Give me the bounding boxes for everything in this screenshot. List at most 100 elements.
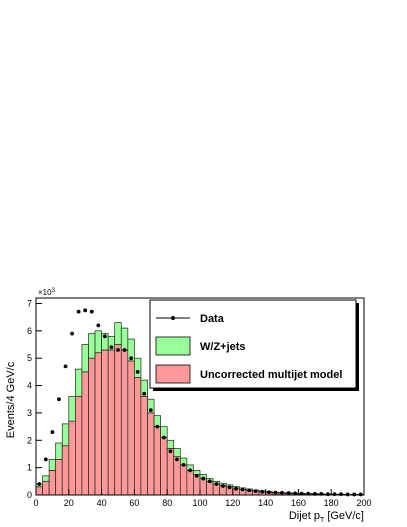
y-scale-exponent: 3 [52,288,56,294]
hist-bar [75,396,83,496]
hist-bar [120,349,129,496]
hist-bar [147,412,155,496]
x-tick-label: 20 [64,498,74,508]
hist-bar [35,486,43,496]
y-tick-label: 1 [27,463,32,473]
data-point [253,489,258,494]
legend-swatch [155,336,191,356]
hist-bar [166,439,175,449]
hist-bar [94,330,102,354]
data-point [63,364,68,369]
hist-bar [134,357,142,378]
hist-bar [206,480,214,496]
data-point [234,486,238,491]
hist-bar [160,437,168,496]
x-tick-label: 160 [291,498,306,508]
data-point [286,491,291,495]
x-tick-label: 40 [97,498,107,508]
hist-bar [75,368,83,397]
data-point [188,468,193,473]
y-tick-label: 2 [27,435,32,445]
y-tick-label: 4 [27,381,32,391]
legend-swatch [155,364,191,384]
data-point [162,435,166,440]
hist-bar [88,333,96,359]
legend-label: Uncorrected multijet model [200,369,342,381]
y-tick-label: 0 [27,490,32,500]
x-tick-label: 60 [129,498,139,508]
hist-bar [134,376,142,496]
hist-bar [48,459,57,471]
hist-bar [173,448,181,458]
data-point [293,491,298,496]
x-tick-label: 100 [192,498,207,508]
x-tick-label: 140 [258,498,273,508]
hist-bar [179,464,188,496]
hist-bar [140,396,148,496]
data-point [102,334,107,339]
y-scale-label: ×103 [38,288,56,297]
data-point [181,463,186,467]
data-point [122,348,127,352]
hist-bar [127,360,135,496]
hist-bar [81,344,89,373]
x-tick-label: 120 [225,498,240,508]
hist-bar [140,379,148,397]
y-scale-base: ×10 [38,288,52,297]
hist-bar [199,478,207,496]
data-point [96,323,101,328]
hist-bar [114,344,122,496]
data-point [194,473,199,478]
x-label-unit: [GeV/c] [327,510,364,522]
data-point [129,356,134,361]
data-point [227,485,232,490]
data-point [37,482,42,486]
hist-bar [153,426,161,496]
data-point [358,492,363,497]
hist-bar [101,349,109,496]
x-label-sub: T [320,517,325,524]
data-point [326,492,330,497]
hist-bar [42,475,50,482]
hist-bar [193,470,201,475]
data-point [214,482,219,486]
data-point [50,430,55,434]
data-point [266,490,271,495]
hist-bar [81,371,89,496]
y-tick-label: 5 [27,353,32,363]
legend-label: W/Z+jets [200,341,246,353]
data-point [116,348,120,352]
data-point [175,457,179,462]
hist-bar [94,352,102,496]
data-point [135,369,140,374]
hist-bar [166,448,175,496]
data-point [43,457,48,462]
data-point [70,331,74,336]
data-point [76,309,81,314]
data-point [221,484,225,488]
hist-bar [55,459,63,496]
hist-bar [68,396,76,422]
data-point [207,479,212,484]
legend-label: Data [200,313,225,325]
hist-bar [127,338,135,362]
hist-bar [61,445,70,496]
data-point [273,490,278,495]
hist-bar [42,480,50,496]
y-tick-label: 3 [27,408,32,418]
data-point [155,424,160,429]
data-point [240,487,245,492]
legend-marker [171,316,175,320]
data-point [352,492,357,497]
y-tick-label: 6 [27,326,32,336]
data-point [280,490,284,495]
x-tick-label: 180 [324,498,339,508]
hist-bar [147,398,155,414]
hist-bar [68,420,76,496]
hist-bar [55,442,63,460]
x-axis-label: Dijet pT [GeV/c] [289,510,364,524]
data-point [57,397,61,402]
data-point [168,449,173,454]
